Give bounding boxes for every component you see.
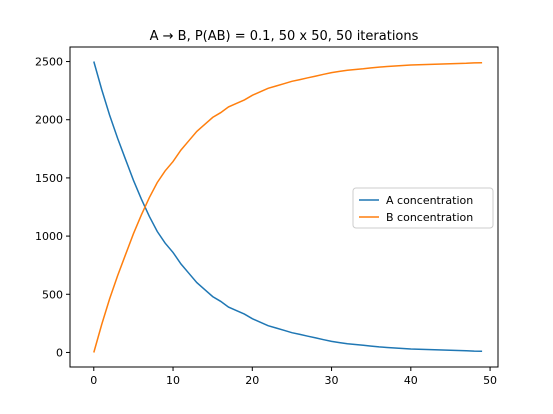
legend: A concentration B concentration — [352, 187, 494, 229]
x-tick-label: 0 — [90, 374, 97, 387]
legend-label: A concentration — [386, 194, 473, 207]
x-tick-label: 50 — [483, 374, 497, 387]
chart-title: A → B, P(AB) = 0.1, 50 x 50, 50 iteratio… — [150, 29, 419, 44]
series-line-b — [93, 61, 483, 353]
y-tick-label: 1000 — [35, 230, 63, 243]
x-tick-label: 30 — [325, 374, 339, 387]
y-tick-label: 2000 — [35, 114, 63, 127]
y-tick-label: 1500 — [35, 172, 63, 185]
y-tick-label: 2500 — [35, 56, 63, 69]
x-tick-label: 10 — [166, 374, 180, 387]
x-tick-label: 20 — [245, 374, 259, 387]
y-tick-label: 0 — [56, 346, 63, 359]
series-line-a — [93, 61, 483, 353]
y-tick-label: 500 — [42, 288, 63, 301]
legend-label: B concentration — [386, 211, 473, 224]
legend-box — [352, 187, 494, 229]
x-tick-label: 40 — [404, 374, 418, 387]
plot-frame — [69, 46, 499, 368]
